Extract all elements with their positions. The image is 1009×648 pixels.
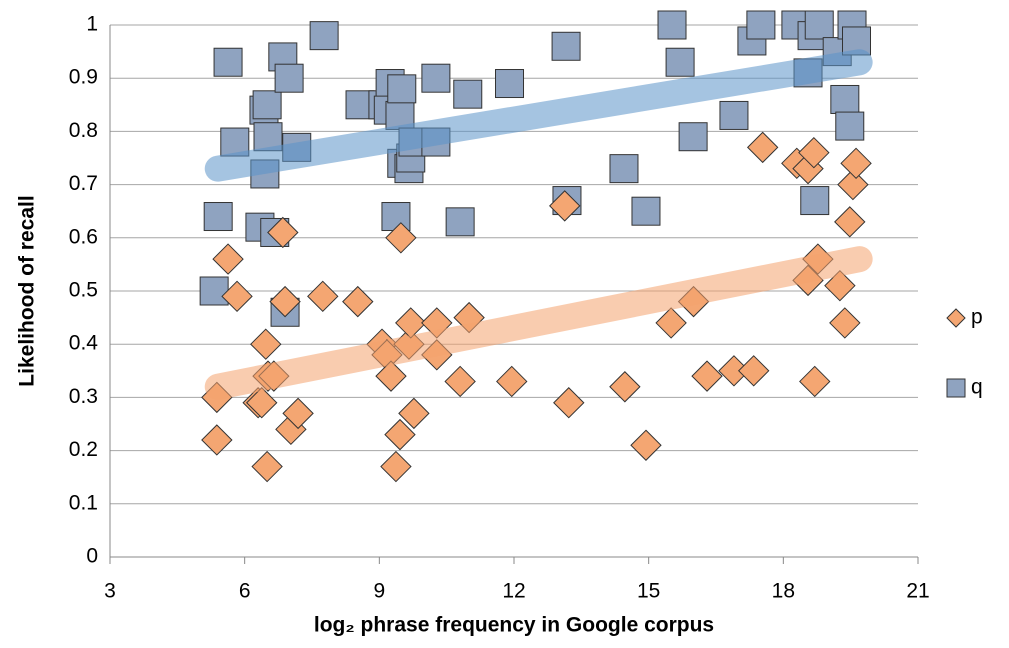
point (655, 307, 687, 339)
point (798, 136, 830, 169)
point (837, 168, 869, 201)
point (657, 10, 687, 40)
trendline (204, 49, 873, 182)
point (830, 84, 860, 114)
point (551, 31, 581, 61)
point (549, 190, 581, 222)
point (800, 186, 830, 216)
point (342, 285, 374, 318)
point (199, 276, 229, 306)
y-tick-label: 0 (86, 545, 98, 568)
point (824, 269, 856, 302)
point (835, 111, 865, 141)
point (201, 424, 233, 456)
x-tick-label: 12 (502, 580, 525, 603)
point (274, 63, 304, 93)
point (804, 10, 834, 40)
y-tick-label: 0.2 (69, 438, 98, 461)
point (380, 450, 412, 483)
point (553, 387, 585, 419)
point (746, 131, 779, 164)
x-tick-label: 6 (239, 580, 251, 603)
point (840, 147, 872, 180)
point (250, 328, 282, 360)
point (829, 307, 861, 339)
point (609, 154, 639, 184)
y-axis-title: Likelihood of recall (16, 195, 39, 386)
point (381, 202, 411, 232)
point (799, 365, 831, 398)
y-tick-label: 0.3 (69, 385, 98, 408)
point (387, 74, 417, 104)
point (213, 47, 243, 77)
point (665, 47, 695, 77)
x-tick-label: 3 (104, 580, 116, 603)
point (212, 243, 244, 275)
point (609, 371, 641, 403)
y-tick-label: 1 (86, 13, 98, 36)
point (307, 280, 339, 313)
point (495, 69, 525, 99)
point (269, 285, 301, 318)
point (398, 397, 430, 430)
x-axis-title: log₂ phrase frequency in Google corpus (314, 614, 714, 637)
point (246, 387, 278, 419)
point (384, 418, 416, 451)
point (252, 90, 282, 120)
x-tick-label: 15 (637, 580, 660, 603)
point (678, 122, 708, 152)
point (719, 100, 749, 130)
point (267, 216, 299, 249)
x-tick-label: 21 (906, 580, 929, 603)
point (631, 196, 661, 226)
legend-label: p (971, 306, 983, 329)
point (445, 207, 475, 237)
y-tick-label: 0.7 (69, 172, 98, 195)
point (834, 206, 866, 238)
legend-marker (946, 308, 966, 328)
point (375, 360, 407, 392)
point (737, 355, 770, 387)
y-tick-label: 0.1 (69, 491, 98, 514)
point (630, 429, 662, 461)
point (221, 280, 253, 313)
point (203, 202, 233, 232)
x-tick-label: 18 (772, 580, 795, 603)
y-tick-label: 0.6 (69, 225, 98, 248)
point (444, 365, 476, 398)
point (691, 360, 723, 392)
point (746, 10, 776, 40)
trendline (204, 246, 873, 400)
point (421, 63, 451, 93)
point (251, 450, 283, 483)
x-tick-label: 9 (373, 580, 385, 603)
point (385, 222, 417, 254)
legend-marker (946, 378, 966, 398)
y-tick-label: 0.4 (69, 332, 99, 355)
point (282, 397, 314, 430)
point (453, 79, 483, 109)
y-tick-label: 0.5 (69, 279, 98, 302)
point (309, 21, 339, 51)
legend-label: q (971, 376, 983, 399)
y-tick-label: 0.9 (69, 66, 98, 89)
point (496, 365, 528, 398)
y-tick-label: 0.8 (69, 119, 98, 142)
